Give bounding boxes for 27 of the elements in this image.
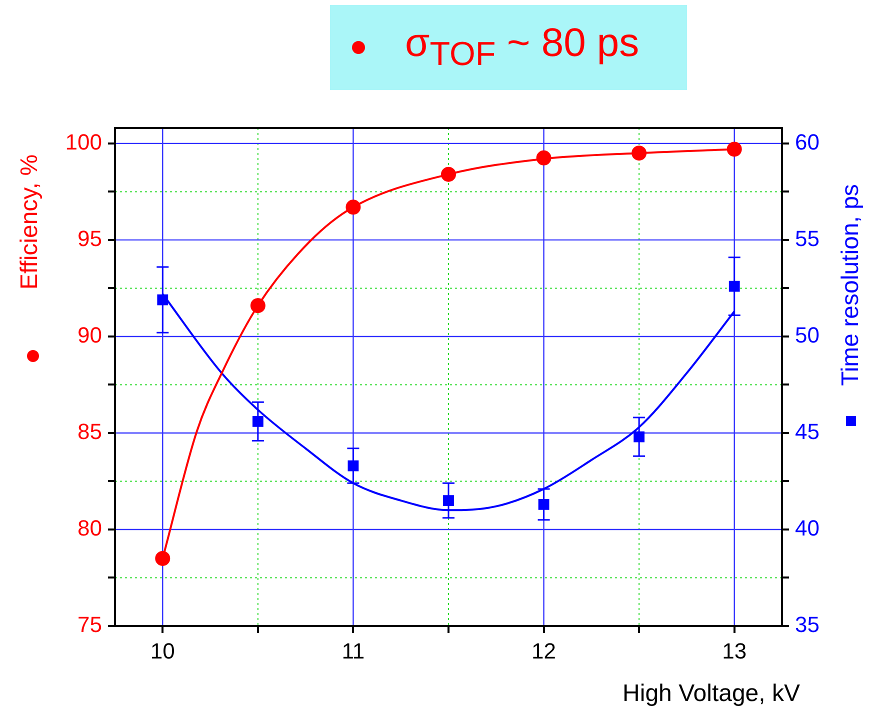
point	[536, 150, 552, 166]
point	[155, 550, 170, 566]
y2-axis-title: Time resolution, ps	[837, 184, 865, 386]
y-tick-label: 75	[78, 612, 102, 638]
y2-tick-label: 60	[795, 130, 820, 155]
y-axis-title: Efficiency, %	[16, 154, 44, 290]
y-tick-label: 95	[78, 226, 102, 252]
y2-tick-label: 50	[795, 322, 820, 348]
point	[441, 166, 456, 182]
x-tick-label: 13	[722, 638, 747, 664]
y2-tick-label: 45	[795, 419, 820, 444]
y-tick-label: 100	[65, 130, 102, 155]
y2-tick-label: 40	[795, 516, 820, 541]
y-tick-label: 90	[78, 322, 102, 348]
point	[632, 146, 647, 161]
x-tick-label: 11	[342, 638, 365, 664]
y2-tick-label: 35	[795, 612, 820, 638]
y-tick-label: 80	[78, 516, 102, 541]
x-axis-title: High Voltage, kV	[622, 680, 800, 708]
y2-tick-label: 55	[795, 226, 820, 252]
chart-title: σ$_{TOF}$ ~ 80 ps	[405, 21, 640, 74]
point	[726, 142, 742, 157]
y-tick-label: 85	[78, 419, 102, 444]
point	[250, 298, 266, 314]
x-tick-label: 12	[532, 638, 556, 664]
x-tick-label: 10	[150, 638, 175, 664]
point	[346, 200, 361, 215]
